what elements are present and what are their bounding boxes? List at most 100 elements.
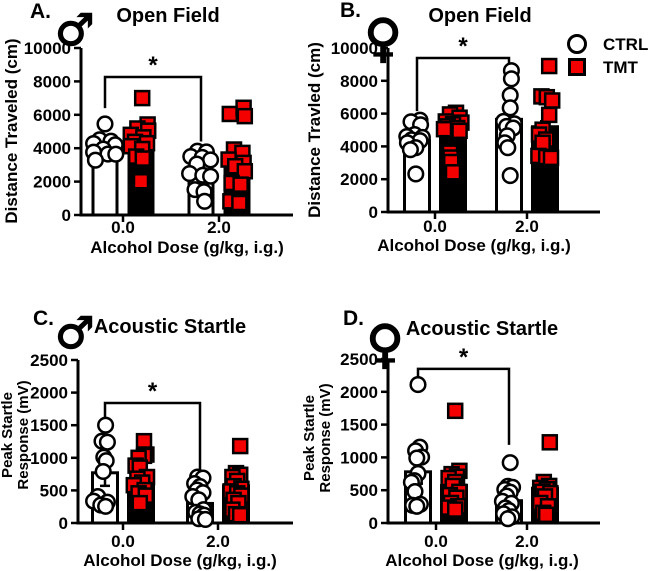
ctrl-data-point	[97, 416, 115, 434]
panel-label: A.	[30, 0, 51, 23]
panel-d-acoustic-startle-female: 0 500 1000 1500 2000 2500 0.0 2.0 * D. ♀ Acoustic S…	[300, 290, 653, 571]
legend-tmt-label: TMT	[603, 58, 639, 77]
y-axis-label: Peak Startle	[301, 395, 318, 481]
legend-tmt-square-icon	[568, 58, 586, 76]
tmt-data-point	[451, 122, 468, 140]
panel-title: Acoustic Startle	[406, 318, 558, 340]
significance-bracket	[103, 401, 202, 475]
y-tick-label: 6000	[340, 105, 378, 124]
ctrl-data-point	[499, 139, 517, 157]
panel-label: C.	[33, 307, 54, 330]
panel-title: Open Field	[428, 5, 531, 27]
significance-bracket	[103, 75, 203, 142]
x-tick-label: 2.0	[206, 532, 230, 551]
y-tick-label: 0	[59, 514, 68, 533]
y-tick-label: 8000	[340, 72, 378, 91]
ctrl-data-point	[202, 151, 220, 169]
tmt-data-point	[133, 89, 151, 107]
tmt-data-point	[540, 106, 558, 124]
panel-title: Acoustic Startle	[94, 316, 246, 338]
ctrl-data-point	[401, 141, 419, 159]
y-axis-label: Distance Travled (cm)	[305, 42, 324, 218]
x-axis-label: Alcohol Dose (g/kg, i.g.)	[385, 551, 579, 570]
y-tick-label: 4000	[340, 137, 378, 156]
tmt-data-point	[231, 506, 249, 524]
ctrl-data-point	[499, 510, 517, 528]
significance-asterisk: *	[459, 344, 469, 371]
y-tick-label: 500	[350, 481, 378, 500]
ctrl-data-point	[409, 376, 427, 394]
x-tick-label: 0.0	[111, 218, 135, 237]
ctrl-data-point	[501, 167, 519, 185]
tmt-data-point	[236, 107, 254, 125]
y-tick-label: 2000	[30, 384, 68, 403]
panel-b-open-field-female: 0 2000 4000 6000 8000 10000 0.0 2.0 * B. ♀ Open Fie…	[300, 0, 653, 293]
legend-ctrl-label: CTRL	[603, 35, 648, 54]
y-axis-label: Response (mV)	[317, 383, 334, 492]
y-tick-label: 6000	[33, 106, 71, 125]
y-tick-label: 8000	[33, 72, 71, 91]
significance-asterisk: *	[148, 52, 158, 79]
tmt-data-point	[134, 150, 152, 167]
panel-label: B.	[340, 0, 361, 22]
panel-c-acoustic-startle-male: 0 500 1000 1500 2000 2500 0.0 2.0 * C. ♂ Acoustic S…	[0, 290, 300, 571]
ctrl-data-point	[107, 145, 125, 163]
x-tick-label: 0.0	[111, 532, 135, 551]
tmt-data-point	[231, 437, 249, 455]
tmt-data-point	[541, 434, 559, 451]
panel-label: D.	[343, 307, 364, 330]
ctrl-data-point	[501, 99, 519, 117]
y-tick-label: 1500	[340, 416, 378, 435]
y-tick-label: 0	[369, 514, 378, 533]
y-axis-label: Peak Startle	[0, 392, 16, 478]
tmt-data-point	[542, 149, 560, 167]
tmt-data-point	[132, 173, 150, 190]
significance-bracket	[416, 367, 511, 445]
y-tick-label: 10000	[24, 39, 71, 58]
tmt-data-point	[540, 57, 558, 75]
y-tick-label: 2500	[340, 350, 378, 369]
significance-bracket	[415, 56, 511, 112]
tmt-data-point	[231, 194, 248, 212]
significance-asterisk: *	[458, 33, 468, 60]
panel-a-plot: 0 2000 4000 6000 8000 10000 0.0 2.0 * A. ♂ Open Fie…	[2, 0, 293, 257]
ctrl-data-point	[97, 497, 115, 515]
y-axis-label: Distance Traveled (cm)	[2, 38, 21, 223]
panel-c-plot: 0 500 1000 1500 2000 2500 0.0 2.0 * C. ♂ Acoustic S…	[0, 307, 293, 570]
y-tick-label: 10000	[331, 39, 378, 58]
ctrl-data-point	[196, 510, 214, 528]
y-tick-label: 1000	[30, 449, 68, 468]
y-tick-label: 1500	[30, 416, 68, 435]
tmt-data-point	[446, 501, 464, 518]
y-tick-label: 2500	[30, 351, 68, 370]
y-tick-label: 500	[40, 481, 68, 500]
tmt-data-point	[232, 176, 249, 193]
significance-asterisk: *	[148, 378, 158, 405]
y-axis-label: Response (mV)	[15, 380, 32, 489]
ctrl-data-point	[96, 115, 114, 133]
ctrl-data-point	[408, 449, 426, 467]
panel-a-open-field-male: 0 2000 4000 6000 8000 10000 0.0 2.0 * A. ♂ Open Fie…	[0, 0, 300, 293]
male-symbol-icon: ♂	[55, 308, 94, 359]
x-tick-label: 0.0	[423, 217, 447, 236]
male-symbol-icon: ♂	[55, 5, 94, 56]
ctrl-data-point	[502, 70, 520, 88]
tmt-data-point	[444, 164, 462, 181]
ctrl-data-point	[408, 497, 426, 515]
ctrl-data-point	[98, 433, 116, 451]
y-tick-label: 1000	[340, 448, 378, 467]
y-tick-label: 2000	[340, 170, 378, 189]
y-tick-label: 2000	[340, 383, 378, 402]
tmt-data-point	[537, 506, 555, 524]
female-symbol-icon: ♀	[366, 315, 404, 375]
tmt-data-point	[236, 162, 254, 180]
ctrl-data-point	[202, 167, 220, 185]
panel-b-plot: 0 2000 4000 6000 8000 10000 0.0 2.0 * B. ♀ Open Fie…	[305, 0, 648, 255]
tmt-data-point	[221, 105, 239, 123]
tmt-data-point	[131, 494, 149, 512]
x-axis-label: Alcohol Dose (g/kg, i.g.)	[377, 236, 571, 255]
x-axis-label: Alcohol Dose (g/kg, i.g.)	[83, 551, 277, 570]
panel-title: Open Field	[116, 5, 219, 27]
legend-ctrl-circle-icon	[567, 34, 587, 54]
